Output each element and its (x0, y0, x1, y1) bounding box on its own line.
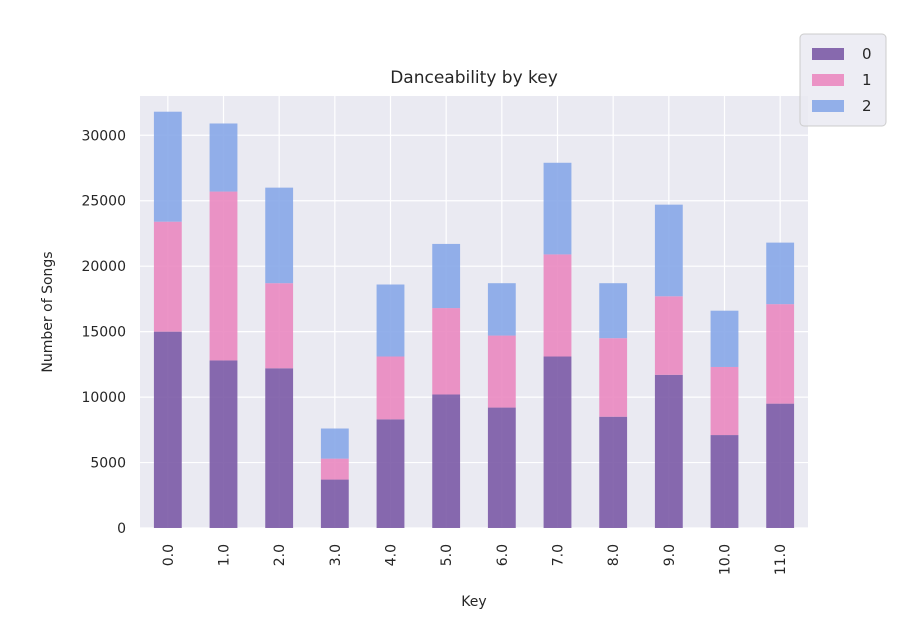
plot-area (140, 96, 808, 528)
x-ticks: 0.0 1.0 2.0 3.0 4.0 5.0 6.0 7.0 8.0 9.0 10.0 11.0 (161, 544, 789, 575)
y-axis-label: Number of Songs (40, 251, 56, 372)
x-tick-label: 10.0 (718, 544, 734, 575)
x-tick-label: 1.0 (217, 544, 233, 566)
bar-1-7.0 (543, 254, 572, 357)
bar-0-8.0 (599, 416, 628, 528)
bar-1-10.0 (710, 366, 739, 436)
legend-swatch-0 (812, 48, 844, 60)
bar-0-6.0 (487, 407, 516, 528)
x-tick-label: 11.0 (773, 544, 789, 575)
legend-swatch-2 (812, 100, 844, 112)
x-tick-label: 3.0 (328, 544, 344, 566)
bar-0-2.0 (265, 368, 294, 528)
x-tick-label: 6.0 (495, 544, 511, 566)
bar-1-6.0 (487, 335, 516, 408)
x-tick-label: 5.0 (439, 544, 455, 566)
bar-2-11.0 (766, 242, 795, 305)
bar-0-3.0 (320, 479, 349, 528)
x-tick-label: 4.0 (384, 544, 400, 566)
bar-1-8.0 (599, 338, 628, 417)
bar-2-5.0 (432, 243, 461, 309)
bar-2-10.0 (710, 310, 739, 367)
x-tick-label: 2.0 (272, 544, 288, 566)
bar-2-1.0 (209, 123, 238, 192)
bar-2-2.0 (265, 187, 294, 284)
y-tick-label: 5000 (90, 456, 126, 472)
y-tick-label: 15000 (81, 325, 126, 341)
x-tick-label: 7.0 (551, 544, 567, 566)
legend-swatch-1 (812, 74, 844, 86)
y-tick-label: 0 (117, 521, 126, 537)
y-tick-label: 30000 (81, 128, 126, 144)
bar-0-10.0 (710, 435, 739, 528)
bar-0-9.0 (654, 374, 683, 528)
bar-1-4.0 (376, 356, 405, 420)
bar-1-3.0 (320, 458, 349, 480)
bar-0-1.0 (209, 360, 238, 528)
legend-label-2: 2 (862, 97, 872, 115)
y-tick-label: 25000 (81, 194, 126, 210)
bar-2-6.0 (487, 283, 516, 336)
bar-0-4.0 (376, 419, 405, 528)
bar-1-5.0 (432, 308, 461, 395)
legend-label-0: 0 (862, 45, 872, 63)
bar-1-11.0 (766, 304, 795, 404)
bar-0-7.0 (543, 356, 572, 528)
bar-1-2.0 (265, 283, 294, 369)
y-ticks: 0 5000 10000 15000 20000 25000 30000 (81, 128, 126, 537)
bar-2-8.0 (599, 283, 628, 339)
legend-label-1: 1 (862, 71, 872, 89)
bars (153, 111, 795, 528)
bar-0-0.0 (153, 331, 182, 528)
bar-2-7.0 (543, 162, 572, 255)
bar-1-0.0 (153, 221, 182, 332)
bar-1-1.0 (209, 191, 238, 361)
bar-2-3.0 (320, 428, 349, 459)
legend: 0 1 2 (799, 33, 887, 127)
bar-2-9.0 (654, 204, 683, 297)
x-tick-label: 9.0 (662, 544, 678, 566)
x-axis-label: Key (461, 594, 486, 610)
bar-0-5.0 (432, 394, 461, 528)
bar-2-0.0 (153, 111, 182, 222)
y-tick-label: 20000 (81, 259, 126, 275)
y-tick-label: 10000 (81, 390, 126, 406)
chart-title: Danceability by key (390, 68, 558, 88)
x-tick-label: 8.0 (606, 544, 622, 566)
bar-0-11.0 (766, 403, 795, 528)
bar-2-4.0 (376, 284, 405, 357)
bar-1-9.0 (654, 296, 683, 375)
x-tick-label: 0.0 (161, 544, 177, 566)
